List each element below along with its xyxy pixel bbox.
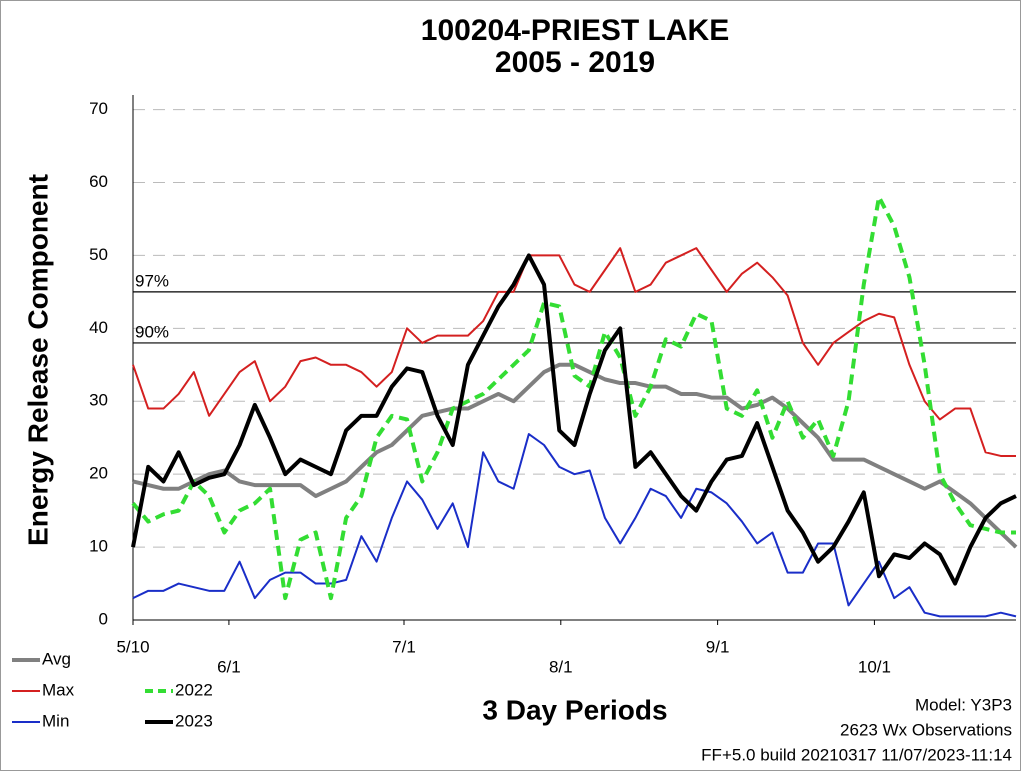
y-tick-label: 0 xyxy=(99,609,108,628)
series-line xyxy=(132,247,1016,457)
x-tick-label: 5/10 xyxy=(116,637,149,656)
annotation: 2623 Wx Observations xyxy=(840,720,1012,739)
chart-title: 100204-PRIEST LAKE xyxy=(421,14,729,47)
y-tick-label: 40 xyxy=(89,318,108,337)
x-axis-label: 3 Day Periods xyxy=(482,694,667,725)
legend-label: Max xyxy=(42,680,75,699)
series-line xyxy=(132,362,1018,549)
series-line xyxy=(131,195,1016,601)
y-tick-label: 30 xyxy=(89,391,108,410)
y-tick-label: 70 xyxy=(89,99,108,118)
x-tick-label: 6/1 xyxy=(217,657,241,676)
y-tick-label: 10 xyxy=(89,537,108,556)
legend-label: Min xyxy=(42,711,69,730)
legend-label: 2023 xyxy=(175,711,213,730)
x-tick-label: 7/1 xyxy=(392,637,416,656)
series-line xyxy=(132,433,1017,618)
series-line xyxy=(131,253,1017,586)
legend-label: Avg xyxy=(42,649,71,668)
legend-label: 2022 xyxy=(175,680,213,699)
x-tick-label: 9/1 xyxy=(706,637,730,656)
chart-subtitle: 2005 - 2019 xyxy=(495,46,655,79)
y-axis-label: Energy Release Component xyxy=(22,174,53,546)
x-tick-label: 8/1 xyxy=(549,657,573,676)
annotation: FF+5.0 build 20210317 11/07/2023-11:14 xyxy=(701,745,1012,764)
x-tick-label: 10/1 xyxy=(858,657,891,676)
reference-label: 90% xyxy=(135,322,169,341)
y-tick-label: 50 xyxy=(89,245,108,264)
reference-label: 97% xyxy=(135,271,169,290)
y-tick-label: 20 xyxy=(89,464,108,483)
y-tick-label: 60 xyxy=(89,172,108,191)
annotation: Model: Y3P3 xyxy=(915,695,1012,714)
